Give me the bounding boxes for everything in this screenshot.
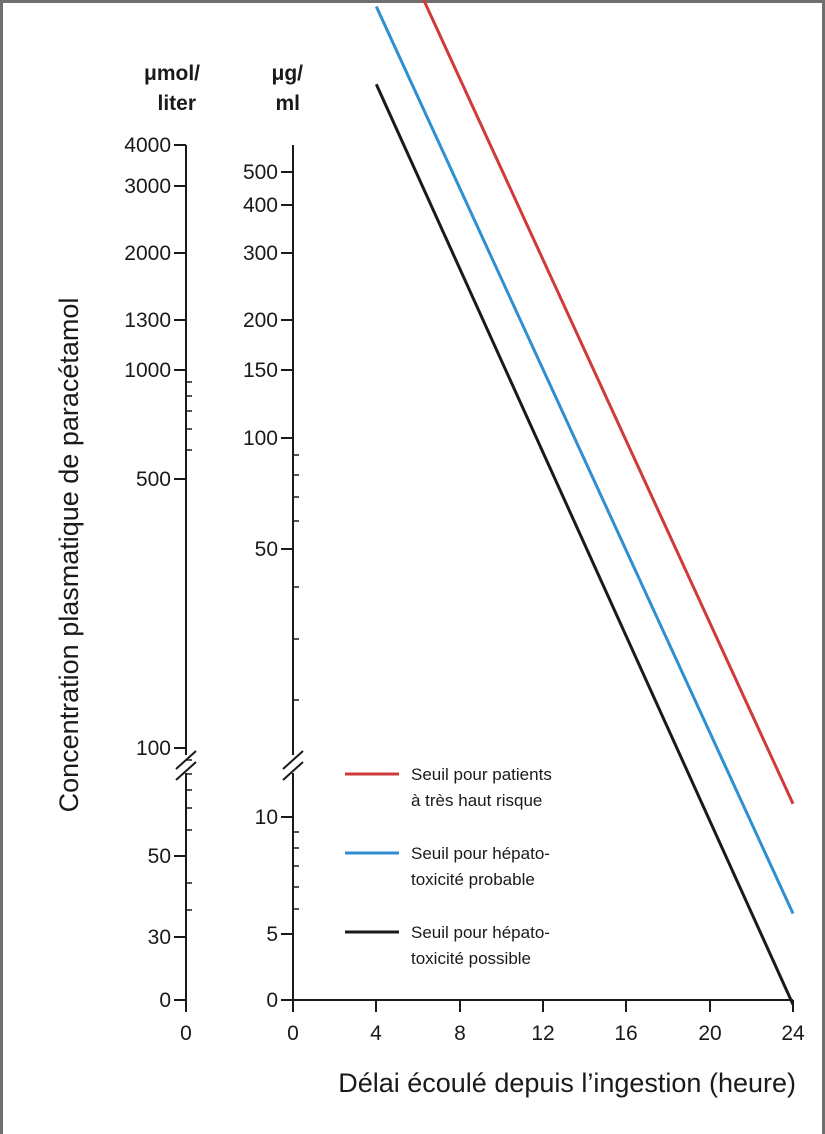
umol-tick-label-3000: 3000 [124,175,171,198]
x-tick-label-12: 12 [531,1022,554,1045]
legend-label-possible: Seuil pour hépato- [411,923,550,942]
umol-tick-label-500: 500 [136,468,171,491]
x-tick-label-16: 16 [614,1022,637,1045]
umol-axis [175,145,197,1000]
umol-tick-label-30: 30 [148,926,171,949]
ugml-unit-label: μg/ [271,62,303,85]
x-tick-label-24: 24 [781,1022,805,1045]
legend-label-possible-2: toxicité possible [411,949,531,968]
x-tick-label-0: 0 [287,1022,299,1045]
x-tick-label-0-left: 0 [180,1022,192,1045]
umol-ticks [174,144,186,1001]
umol-tick-label-0: 0 [159,989,171,1012]
ugml-tick-label-10: 10 [255,806,278,829]
threshold-line-probable [374,5,795,915]
ugml-tick-label-50: 50 [255,538,278,561]
ugml-axis-break-2 [282,761,304,781]
threshold-line-possible [374,83,795,1006]
umol-tick-label-50: 50 [148,845,171,868]
ugml-tick-label-500: 500 [243,161,278,184]
legend-label-probable-2: toxicité probable [411,870,535,889]
legend-label-probable: Seuil pour hépato- [411,844,550,863]
ugml-axis [282,145,304,1000]
x-tick-label-4: 4 [370,1022,382,1045]
ugml-axis-break-1 [282,750,304,770]
ugml-tick-label-200: 200 [243,309,278,332]
ugml-tick-label-300: 300 [243,242,278,265]
ugml-tick-label-400: 400 [243,194,278,217]
ugml-unit-label-2: ml [275,92,300,115]
ugml-minor-ticks [293,454,299,910]
umol-tick-label-2000: 2000 [124,242,171,265]
umol-tick-label-100: 100 [136,737,171,760]
umol-tick-label-1000: 1000 [124,359,171,382]
umol-unit-label: μmol/ [144,62,200,85]
series-layer [374,0,795,1006]
x-tick-label-20: 20 [698,1022,721,1045]
umol-tick-labels: 4000 3000 2000 1300 1000 500 100 50 30 0 [124,134,171,1012]
ugml-tick-label-0: 0 [266,989,278,1012]
y-axis-title: Concentration plasmatique de paracétamol [54,298,84,813]
ugml-tick-label-150: 150 [243,359,278,382]
umol-minor-ticks [186,381,192,911]
umol-tick-label-1300: 1300 [124,309,171,332]
threshold-line-very-high-risk [422,0,795,805]
ugml-tick-label-100: 100 [243,427,278,450]
x-tick-labels: 0 0 4 8 12 16 20 24 [180,1022,805,1045]
legend: Seuil pour patients à très haut risque S… [345,765,552,968]
x-tick-label-8: 8 [454,1022,466,1045]
ugml-tick-label-5: 5 [266,923,278,946]
x-axis-title: Délai écoulé depuis l’ingestion (heure) [338,1068,796,1098]
umol-unit-label-2: liter [157,92,196,115]
ugml-ticks [281,171,293,1001]
umol-tick-label-4000: 4000 [124,134,171,157]
legend-label-very-high-risk: Seuil pour patients [411,765,552,784]
legend-label-very-high-risk-2: à très haut risque [411,791,542,810]
ugml-tick-labels: 500 400 300 200 150 100 50 10 5 0 [243,161,278,1012]
umol-axis-break-2 [175,761,197,781]
